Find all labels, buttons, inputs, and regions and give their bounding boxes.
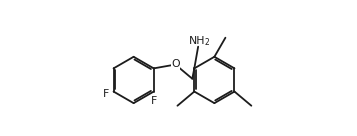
Text: NH: NH: [189, 36, 206, 46]
Text: O: O: [171, 59, 180, 69]
Text: F: F: [151, 96, 157, 106]
Text: F: F: [102, 89, 109, 99]
Text: 2: 2: [204, 38, 209, 47]
